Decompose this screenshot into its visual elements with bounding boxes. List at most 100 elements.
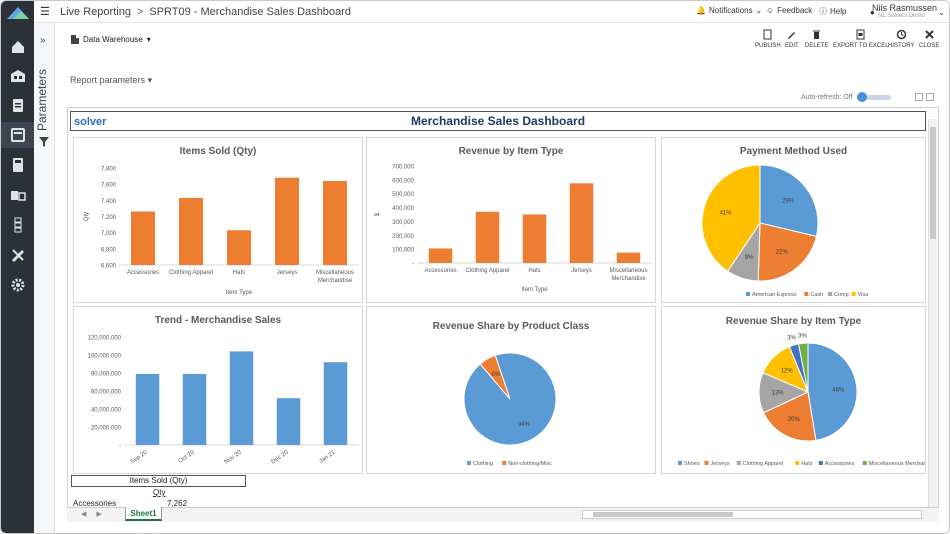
help-icon: ⓘ: [819, 7, 827, 16]
history-icon: [896, 29, 906, 40]
legend-label: Comp: [834, 292, 849, 298]
y-tick-label: 600,000: [392, 178, 414, 184]
sheet-tab[interactable]: Sheet1: [125, 507, 162, 521]
data-label: 94%: [518, 422, 531, 428]
x-tick-label: Jerseys: [277, 270, 298, 276]
help-button[interactable]: ⓘ Help: [819, 6, 846, 17]
data-label: 22%: [776, 250, 789, 256]
dashboard-header: solver Merchandise Sales Dashboard: [70, 111, 926, 131]
top-bar: ☰ Live Reporting > SPRT09 - Merchandise Sa…: [34, 1, 949, 23]
bar: [179, 197, 203, 265]
chart-trend-sales: Trend - Merchandise Sales - 20,000,000 40,…: [73, 306, 363, 474]
caret-down-icon: ▾: [147, 75, 153, 85]
pie-slice: [759, 164, 819, 238]
filter-icon[interactable]: [39, 137, 49, 147]
data-label: 13%: [772, 390, 785, 396]
chart-title: Revenue Share by Item Type: [725, 316, 862, 327]
pie-slice: [757, 222, 818, 282]
chevron-down-icon: ⌄: [755, 6, 763, 15]
nav-item-tools[interactable]: [1, 242, 34, 268]
nav-item-clipboard[interactable]: [1, 92, 34, 118]
solver-logo: solver: [74, 116, 107, 128]
bar: [569, 183, 594, 263]
y-tick-label: 100,000: [392, 248, 414, 254]
export-to-excel-button[interactable]: EXPORT TO EXCEL: [833, 29, 889, 49]
legend-label: American Express: [752, 292, 797, 298]
legend-label: Miscellaneous Merchandise: [869, 461, 926, 467]
report-parameters-toggle[interactable]: Report parameters ▾: [70, 75, 152, 86]
report-icon: [10, 128, 25, 142]
y-tick-label: 60,000,000: [91, 390, 122, 396]
scroll-thumb[interactable]: [593, 512, 733, 517]
pivot-row: Accessories 7,262: [73, 499, 187, 508]
x-tick-label: Accessories: [424, 268, 456, 274]
user-chevron-icon[interactable]: ⌄: [938, 8, 945, 17]
legend-swatch: [828, 292, 832, 296]
nav-item-hierarchy[interactable]: [1, 212, 34, 238]
y-tick-label: -: [412, 262, 414, 268]
bar: [135, 373, 160, 445]
fullscreen-icon[interactable]: [926, 93, 934, 101]
dashboard-title: Merchandise Sales Dashboard: [410, 114, 586, 128]
nav-item-report[interactable]: [1, 122, 34, 148]
y-tick-label: 7,800: [101, 167, 117, 173]
y-tick-label: 6,600: [101, 264, 117, 270]
y-tick-label: 80,000,000: [91, 372, 122, 378]
legend-label: Shoes: [684, 461, 700, 467]
y-tick-label: 7,000: [101, 231, 117, 237]
publish-button[interactable]: PUBLISH: [755, 29, 781, 49]
toolbar-button-label: EXPORT TO EXCEL: [833, 43, 889, 49]
horizontal-scrollbar[interactable]: [582, 510, 922, 519]
data-label: 46%: [832, 388, 845, 394]
data-label: 20%: [788, 417, 801, 423]
close-button[interactable]: CLOSE: [919, 29, 939, 49]
vertical-scrollbar[interactable]: [928, 119, 937, 507]
y-tick-label: -: [119, 444, 121, 450]
y-tick-label: 500,000: [392, 192, 414, 198]
expand-icon[interactable]: »: [40, 35, 46, 46]
edit-icon: [788, 32, 796, 39]
hamburger-icon[interactable]: ☰: [40, 6, 50, 18]
nav-item-home[interactable]: [1, 34, 34, 60]
user-role: NL Solvers Demo: [878, 13, 925, 19]
legend-swatch: [851, 292, 856, 296]
legend-swatch: [704, 461, 709, 465]
pivot-row-label: Accessories: [73, 499, 117, 508]
y-tick-label: 100,000,000: [88, 354, 122, 360]
auto-refresh-toggle[interactable]: [856, 92, 891, 102]
x-tick-label: Miscellaneous Merchandise: [609, 268, 647, 282]
nav-item-forms[interactable]: [1, 182, 34, 208]
y-tick-label: 40,000,000: [91, 408, 122, 414]
nav-item-warehouse[interactable]: [1, 63, 34, 89]
sheet-nav-arrows[interactable]: ◀▶: [81, 511, 112, 518]
toggle-knob: [856, 92, 867, 102]
pie-slice: [797, 342, 809, 393]
feedback-button[interactable]: ☺ Feedback: [766, 6, 812, 15]
data-source-selector[interactable]: Data Warehouse ▾: [71, 35, 151, 44]
notifications-label: Notifications: [708, 6, 753, 15]
popout-icon[interactable]: [915, 93, 923, 101]
breadcrumb-root[interactable]: Live Reporting: [60, 6, 131, 18]
report-parameters-label: Report parameters: [70, 75, 146, 85]
y-axis-title: $: [375, 212, 381, 216]
data-label: 3%: [798, 333, 807, 339]
export-excel-icon: [856, 29, 865, 40]
chart-items-sold: Items Sold (Qty) 6,600 6,800 7,000 7,200 7,4…: [73, 137, 363, 303]
notifications-button[interactable]: 🔔 Notifications ⌄: [696, 6, 762, 15]
delete-button[interactable]: DELETE: [805, 29, 828, 49]
forms-icon: [10, 191, 26, 201]
hierarchy-icon: [14, 217, 21, 233]
scroll-thumb[interactable]: [930, 127, 936, 239]
legend-swatch: [746, 292, 750, 296]
parameters-panel[interactable]: » Parameters: [34, 23, 55, 533]
caret-down-icon: ▾: [146, 35, 151, 44]
nav-item-calculator[interactable]: [1, 152, 34, 178]
edit-button[interactable]: EDIT: [785, 29, 799, 49]
legend-label: Visa: [858, 292, 870, 298]
legend-label: Accessories: [825, 461, 855, 467]
payment-method-plot: 29% 22% 9% 41% American Express Cash Comp Visa: [701, 164, 870, 298]
warehouse-icon: [10, 70, 25, 82]
history-button[interactable]: HISTORY: [888, 29, 914, 49]
nav-item-gear[interactable]: [1, 272, 34, 298]
user-menu[interactable]: Nils Rasmussen NL Solvers Demo: [872, 3, 937, 19]
